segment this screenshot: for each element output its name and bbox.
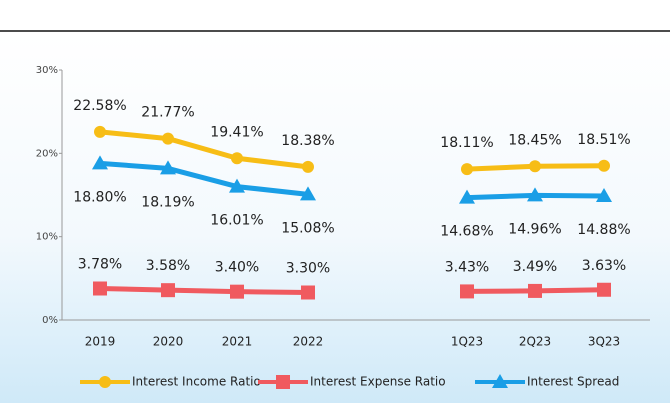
- marker: [597, 282, 611, 297]
- data-label: 3.40%: [215, 260, 259, 276]
- data-label: 3.49%: [513, 259, 557, 275]
- x-tick-label: 2Q23: [519, 335, 551, 349]
- marker: [598, 159, 610, 172]
- y-tick-label: 30%: [36, 65, 58, 76]
- data-label: 15.08%: [281, 220, 334, 236]
- y-tick-label: 0%: [42, 315, 58, 326]
- marker: [527, 187, 543, 202]
- marker: [230, 284, 244, 299]
- data-label: 3.58%: [146, 258, 190, 274]
- marker: [529, 160, 541, 173]
- marker: [528, 283, 542, 298]
- marker: [92, 155, 108, 170]
- legend-marker: [99, 376, 111, 388]
- marker: [229, 178, 245, 193]
- data-label: 18.51%: [577, 132, 630, 148]
- x-tick-label: 2020: [153, 335, 184, 349]
- data-label: 14.88%: [577, 222, 630, 238]
- data-label: 19.41%: [210, 124, 263, 140]
- data-label: 3.78%: [78, 257, 122, 273]
- marker: [459, 189, 475, 204]
- data-label: 18.80%: [73, 189, 126, 205]
- legend-label: Interest Spread: [527, 375, 619, 389]
- marker: [162, 132, 174, 145]
- legend-label: Interest Expense Ratio: [310, 375, 446, 389]
- x-tick-label: 1Q23: [451, 335, 483, 349]
- data-label: 18.11%: [440, 135, 493, 151]
- x-tick-label: 2022: [293, 335, 324, 349]
- marker: [460, 284, 474, 299]
- data-label: 21.77%: [141, 105, 194, 121]
- marker: [161, 283, 175, 298]
- y-tick-label: 20%: [36, 148, 58, 159]
- data-label: 3.43%: [445, 259, 489, 275]
- data-label: 16.01%: [210, 213, 263, 229]
- x-tick-label: 2019: [85, 335, 116, 349]
- legend-marker: [492, 374, 508, 388]
- data-label: 14.96%: [508, 221, 561, 237]
- data-label: 3.63%: [582, 258, 626, 274]
- marker: [300, 186, 316, 201]
- data-label: 22.58%: [73, 98, 126, 114]
- marker: [302, 160, 314, 173]
- marker: [461, 163, 473, 176]
- data-label: 18.45%: [508, 132, 561, 148]
- marker: [231, 152, 243, 165]
- marker: [93, 281, 107, 296]
- marker: [596, 188, 612, 202]
- marker: [94, 125, 106, 138]
- data-label: 3.30%: [286, 261, 330, 277]
- x-tick-label: 2021: [222, 335, 253, 349]
- background: [0, 31, 670, 403]
- legend-marker: [276, 375, 290, 389]
- marker: [160, 160, 176, 175]
- data-label: 18.19%: [141, 194, 194, 210]
- marker: [301, 285, 315, 300]
- y-tick-label: 10%: [36, 232, 58, 243]
- data-label: 18.38%: [281, 133, 334, 149]
- legend-label: Interest Income Ratio: [132, 375, 261, 389]
- x-tick-label: 3Q23: [588, 335, 620, 349]
- data-label: 14.68%: [440, 224, 493, 240]
